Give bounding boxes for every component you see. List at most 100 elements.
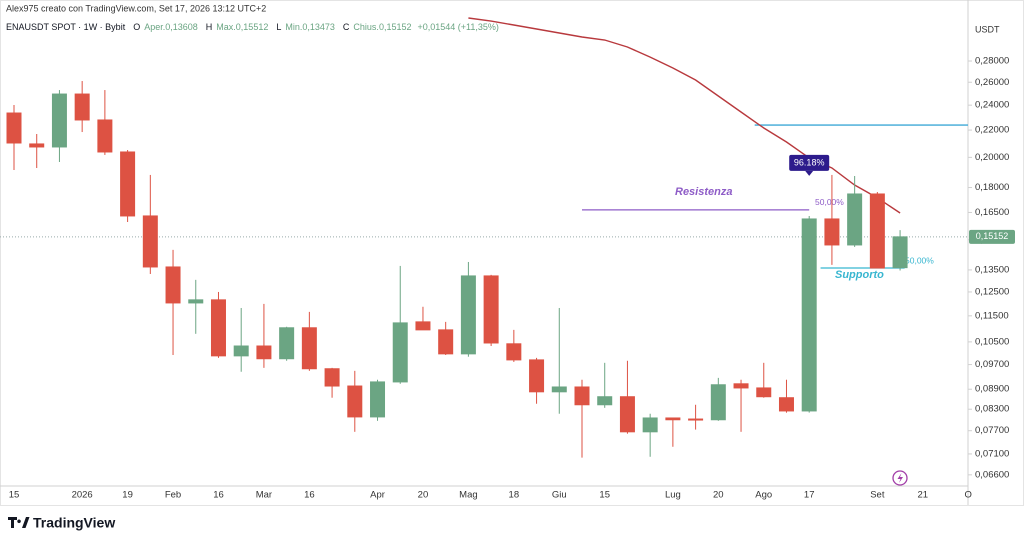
change: +0,01544 (+11,35%) bbox=[417, 22, 498, 32]
credit: Alex975 creato con TradingView.com, Set … bbox=[6, 3, 266, 13]
candle-body bbox=[6, 112, 22, 144]
y-tick-label: 0,11500 bbox=[975, 310, 1009, 321]
y-tick-label: 0,26000 bbox=[975, 77, 1009, 88]
chart-frame bbox=[0, 0, 1024, 506]
candle-body bbox=[506, 343, 522, 361]
ohlc-name: Max. bbox=[216, 22, 236, 32]
ohlc-value: 0,13473 bbox=[302, 22, 335, 32]
candle-body bbox=[642, 417, 658, 433]
candle-body bbox=[551, 386, 567, 393]
y-tick-label: 0,13500 bbox=[975, 264, 1009, 275]
fib-label: 50,00% bbox=[815, 197, 844, 207]
x-tick-label: 20 bbox=[418, 490, 429, 501]
y-tick-label: 0,28000 bbox=[975, 56, 1009, 67]
ohlc-value: 0,15152 bbox=[379, 22, 412, 32]
x-tick-label: 2026 bbox=[72, 490, 93, 501]
x-tick-label: 19 bbox=[122, 490, 133, 501]
candle-body bbox=[619, 396, 635, 433]
last-price-tag bbox=[969, 229, 1015, 244]
peak-pointer bbox=[805, 170, 814, 176]
ohlc-value: 0,13608 bbox=[165, 22, 198, 32]
ohlc-legend: ENAUSDT SPOT · 1W · Bybit O Aper.0,13608 H M… bbox=[6, 22, 499, 32]
x-tick-label: 17 bbox=[804, 490, 815, 501]
currency: USDT bbox=[975, 24, 1000, 34]
candle-body bbox=[892, 236, 908, 269]
y-tick-label: 0,22000 bbox=[975, 125, 1009, 136]
y-tick-label: 0,08900 bbox=[975, 384, 1009, 395]
y-tick-label: 0,08300 bbox=[975, 404, 1009, 415]
candle-body bbox=[869, 193, 885, 269]
candle-body bbox=[279, 327, 295, 360]
y-tick-label: 0,06600 bbox=[975, 469, 1009, 480]
y-tick-label: 0,24000 bbox=[975, 100, 1009, 111]
y-tick-label: 0,09700 bbox=[975, 359, 1009, 370]
candle-body bbox=[324, 368, 340, 387]
ohlc-key: O bbox=[133, 22, 140, 32]
ohlc-name: Min. bbox=[285, 22, 302, 32]
candle-body bbox=[438, 329, 454, 355]
candle-body bbox=[165, 266, 181, 304]
ohlc-name: Aper. bbox=[144, 22, 165, 32]
x-tick-label: 21 bbox=[918, 490, 929, 501]
candle-body bbox=[347, 385, 363, 418]
x-tick-label: 16 bbox=[213, 490, 224, 501]
candle-body bbox=[460, 275, 476, 355]
x-tick-label: 16 bbox=[304, 490, 315, 501]
candle-body bbox=[392, 322, 408, 383]
candle-body bbox=[710, 384, 726, 421]
peak-callout bbox=[789, 154, 830, 171]
symbol: ENAUSDT SPOT · 1W · Bybit bbox=[6, 22, 126, 32]
x-tick-label: O bbox=[965, 490, 972, 501]
x-tick-label: 15 bbox=[9, 490, 20, 501]
ohlc-name: Chius. bbox=[353, 22, 379, 32]
candle-body bbox=[210, 299, 226, 357]
candle-body bbox=[74, 93, 90, 121]
x-tick-label: Giu bbox=[552, 490, 567, 501]
candle-body bbox=[529, 359, 545, 393]
candle-body bbox=[847, 193, 863, 246]
candle-body bbox=[97, 119, 113, 153]
y-tick-label: 0,07700 bbox=[975, 425, 1009, 436]
ohlc-value: 0,15512 bbox=[236, 22, 269, 32]
x-tick-label: Ago bbox=[755, 490, 772, 501]
candle-body bbox=[778, 397, 794, 412]
candle-body bbox=[29, 143, 45, 148]
candle-body bbox=[256, 345, 272, 360]
candle-body bbox=[824, 218, 840, 246]
x-tick-label: 18 bbox=[509, 490, 520, 501]
quick-action-icon[interactable] bbox=[892, 470, 908, 486]
x-tick-label: 20 bbox=[713, 490, 724, 501]
y-tick-label: 0,07100 bbox=[975, 448, 1009, 459]
brand-logo bbox=[8, 517, 30, 528]
x-tick-label: 15 bbox=[599, 490, 610, 501]
candle-body bbox=[51, 93, 67, 148]
candle-body bbox=[688, 418, 704, 421]
candle-body bbox=[665, 417, 681, 421]
candle-body bbox=[233, 345, 249, 357]
x-tick-label: Feb bbox=[165, 490, 181, 501]
candle-body bbox=[597, 396, 613, 406]
candle-body bbox=[801, 218, 817, 412]
ohlc-key: L bbox=[276, 22, 281, 32]
x-tick-label: Mar bbox=[256, 490, 272, 501]
last-price-label: 0,15152 bbox=[976, 231, 1009, 241]
y-tick-label: 0,10500 bbox=[975, 336, 1009, 347]
candle-body bbox=[188, 299, 204, 304]
y-tick-label: 0,12500 bbox=[975, 286, 1009, 297]
plot-area: Resistenza 50,00% Supporto 50,00% 96.18% bbox=[0, 17, 968, 458]
y-tick-label: 0,18000 bbox=[975, 182, 1009, 193]
y-tick-label: 0,16500 bbox=[975, 207, 1009, 218]
candle-body bbox=[483, 275, 499, 344]
support-label: Supporto bbox=[835, 269, 884, 281]
candle-body bbox=[733, 383, 749, 389]
candle-body bbox=[574, 386, 590, 406]
candle-body bbox=[756, 387, 772, 398]
x-tick-label: Apr bbox=[370, 490, 385, 501]
candle-body bbox=[120, 151, 136, 217]
x-tick-label: Lug bbox=[665, 490, 681, 501]
candle-body bbox=[415, 321, 431, 331]
candle-body bbox=[301, 327, 317, 370]
candle-body bbox=[142, 215, 158, 268]
peak-label: 96.18% bbox=[794, 157, 825, 167]
